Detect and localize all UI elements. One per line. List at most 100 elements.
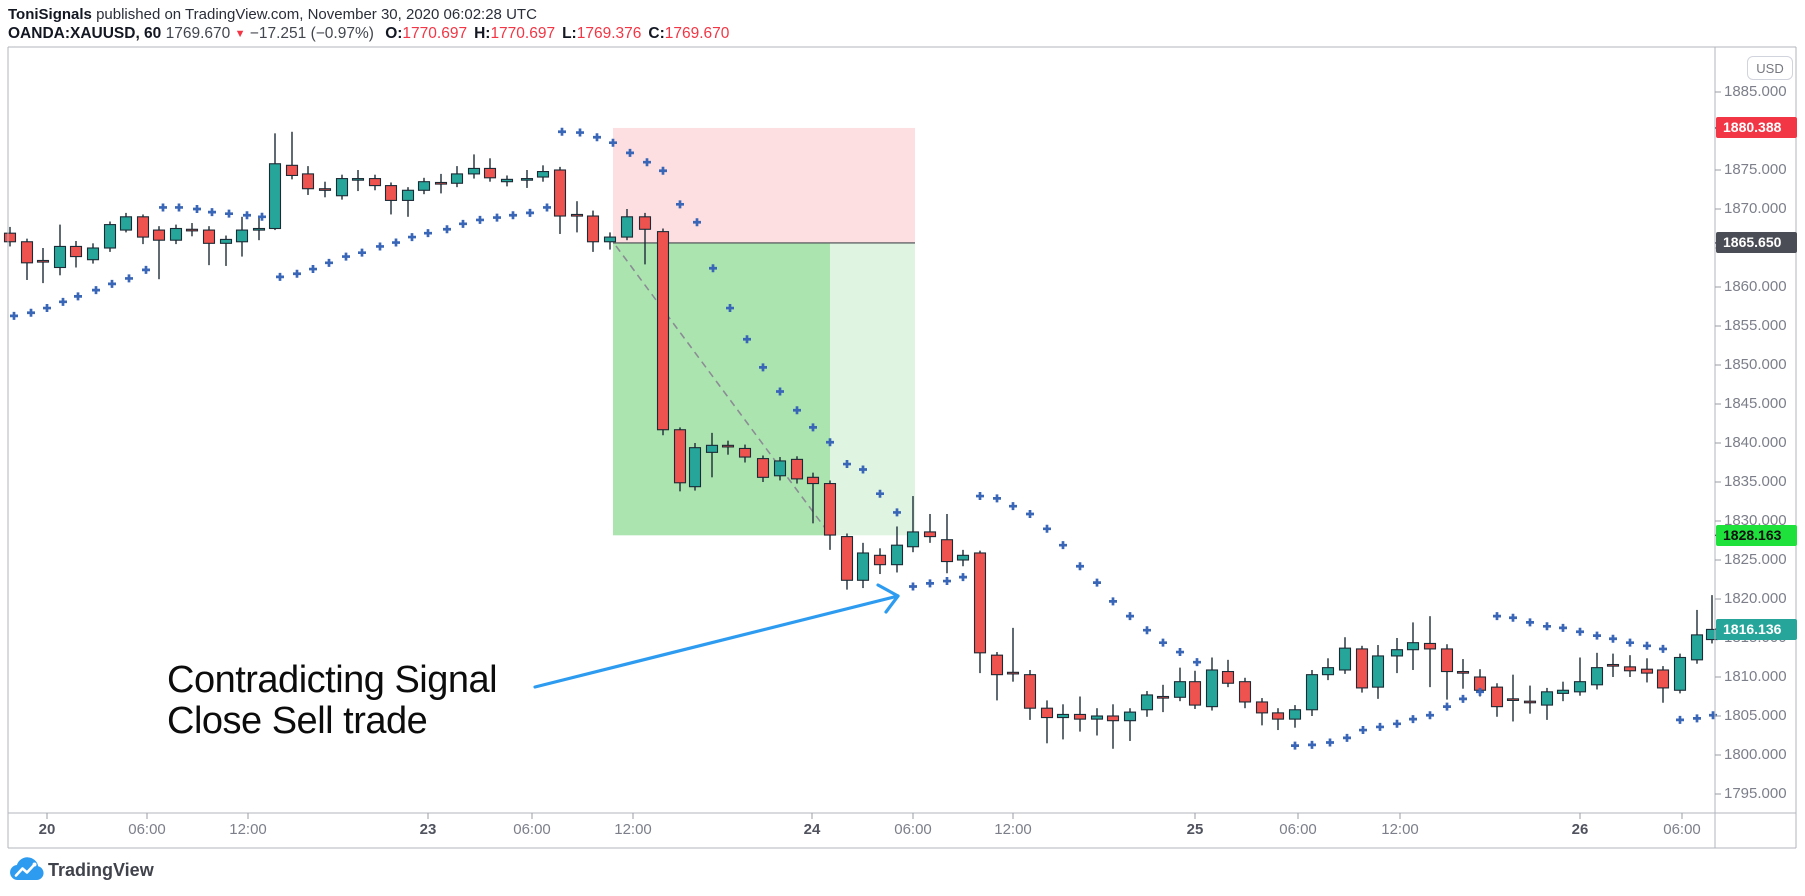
candle-body xyxy=(467,167,481,175)
ohlc-key: H: xyxy=(474,25,491,42)
candle-body xyxy=(1690,634,1704,661)
annotation-line-1: Contradicting Signal xyxy=(167,659,498,701)
price-change: −17.251 (−0.97%) xyxy=(249,25,374,42)
candle-body xyxy=(1040,707,1054,719)
candle-body xyxy=(103,224,117,249)
candle-body xyxy=(1656,669,1670,689)
candle-body xyxy=(1590,667,1604,686)
candle-body xyxy=(1305,674,1319,711)
profit-zone-extension xyxy=(830,242,915,536)
candle-body xyxy=(1238,681,1252,703)
candle-body xyxy=(417,181,431,191)
time-tick-label: 06:00 xyxy=(128,821,166,838)
candle-body xyxy=(553,169,567,217)
candle-body xyxy=(638,216,652,230)
time-tick-label: 12:00 xyxy=(994,821,1032,838)
price-tick-label: 1830.000 xyxy=(1724,512,1787,529)
time-tick-label: 06:00 xyxy=(1663,821,1701,838)
author-name: ToniSignals xyxy=(8,6,92,23)
currency-button[interactable]: USD xyxy=(1747,56,1793,80)
price-tick-label: 1870.000 xyxy=(1724,200,1787,217)
candle-body xyxy=(756,458,770,478)
candle-body xyxy=(1140,694,1154,711)
tradingview-cloud-icon xyxy=(10,857,44,880)
candle-body xyxy=(1156,695,1170,699)
time-tick-label: 26 xyxy=(1571,821,1589,838)
candle-body xyxy=(252,227,266,231)
candle-body xyxy=(956,554,970,561)
stop-zone xyxy=(613,127,915,243)
header-byline: ToniSignals published on TradingView.com… xyxy=(8,5,537,24)
candle-body xyxy=(3,232,17,243)
candle-body xyxy=(906,531,920,548)
candle-body xyxy=(823,483,837,536)
ohlc-key: O: xyxy=(385,25,403,42)
candle-body xyxy=(923,531,937,538)
candle-body xyxy=(1523,700,1537,704)
candle-body xyxy=(1423,642,1437,650)
candle-body xyxy=(1288,709,1302,720)
candle-body xyxy=(1640,668,1654,674)
candle-body xyxy=(1056,713,1070,719)
candle-body xyxy=(401,189,415,201)
candle-body xyxy=(235,229,249,243)
candle-body xyxy=(1355,648,1369,689)
candle-body xyxy=(790,458,804,480)
candle-body xyxy=(603,236,617,243)
stop-price-label: 1880.388 xyxy=(1716,117,1797,139)
candle-body xyxy=(536,171,550,178)
candle-body xyxy=(318,188,332,191)
candle-body xyxy=(721,444,735,448)
candle-body xyxy=(500,178,514,183)
candle-body xyxy=(1205,669,1219,708)
candle-body xyxy=(1338,647,1352,671)
candle-body xyxy=(1106,715,1120,722)
candle-body xyxy=(268,163,282,230)
candle-body xyxy=(1255,701,1269,714)
candle-body xyxy=(973,552,987,654)
ohlc-value: 1769.670 xyxy=(664,25,730,42)
candle-body xyxy=(185,228,199,232)
annotation-note[interactable]: Contradicting Signal Close Sell trade xyxy=(167,659,498,742)
ohlc-key: C: xyxy=(648,25,665,42)
price-tick-label: 1845.000 xyxy=(1724,395,1787,412)
symbol-name: OANDA:XAUUSD, 60 xyxy=(8,25,162,42)
candle-body xyxy=(1006,671,1020,675)
candle-body xyxy=(620,216,634,238)
candle-body xyxy=(202,229,216,244)
candle-body xyxy=(86,247,100,261)
candle-body xyxy=(136,216,150,238)
candle-body xyxy=(688,447,702,488)
candle-body xyxy=(368,178,382,187)
callout-arrow[interactable] xyxy=(533,594,900,689)
candle-body xyxy=(1371,655,1385,688)
ohlc-value: 1770.697 xyxy=(402,25,468,42)
candle-body xyxy=(1606,663,1620,667)
candle-body xyxy=(586,215,600,243)
candle-body xyxy=(1073,713,1087,720)
candle-body xyxy=(335,178,349,197)
time-tick-label: 25 xyxy=(1186,821,1204,838)
candle-body xyxy=(1090,715,1104,720)
time-tick-label: 20 xyxy=(38,821,56,838)
price-tick-label: 1810.000 xyxy=(1724,668,1787,685)
candle-body xyxy=(434,181,448,185)
candle-body xyxy=(1188,681,1202,706)
candle-body xyxy=(1573,681,1587,693)
candle-body xyxy=(773,460,787,477)
psar-dots xyxy=(10,127,1717,750)
price-tick-label: 1855.000 xyxy=(1724,317,1787,334)
price-tick-label: 1885.000 xyxy=(1724,83,1787,100)
price-tick-label: 1805.000 xyxy=(1724,707,1787,724)
candle-body xyxy=(738,447,752,458)
tradingview-logo[interactable]: TradingView xyxy=(8,853,208,889)
candle-body xyxy=(20,241,34,264)
candle-body xyxy=(1440,648,1454,673)
candle-body xyxy=(673,429,687,484)
candle-body xyxy=(351,178,365,181)
time-tick-label: 06:00 xyxy=(513,821,551,838)
ohlc-values: O:1770.697 H:1770.697 L:1769.376 C:1769.670 xyxy=(378,25,729,42)
candle-body xyxy=(856,552,870,581)
